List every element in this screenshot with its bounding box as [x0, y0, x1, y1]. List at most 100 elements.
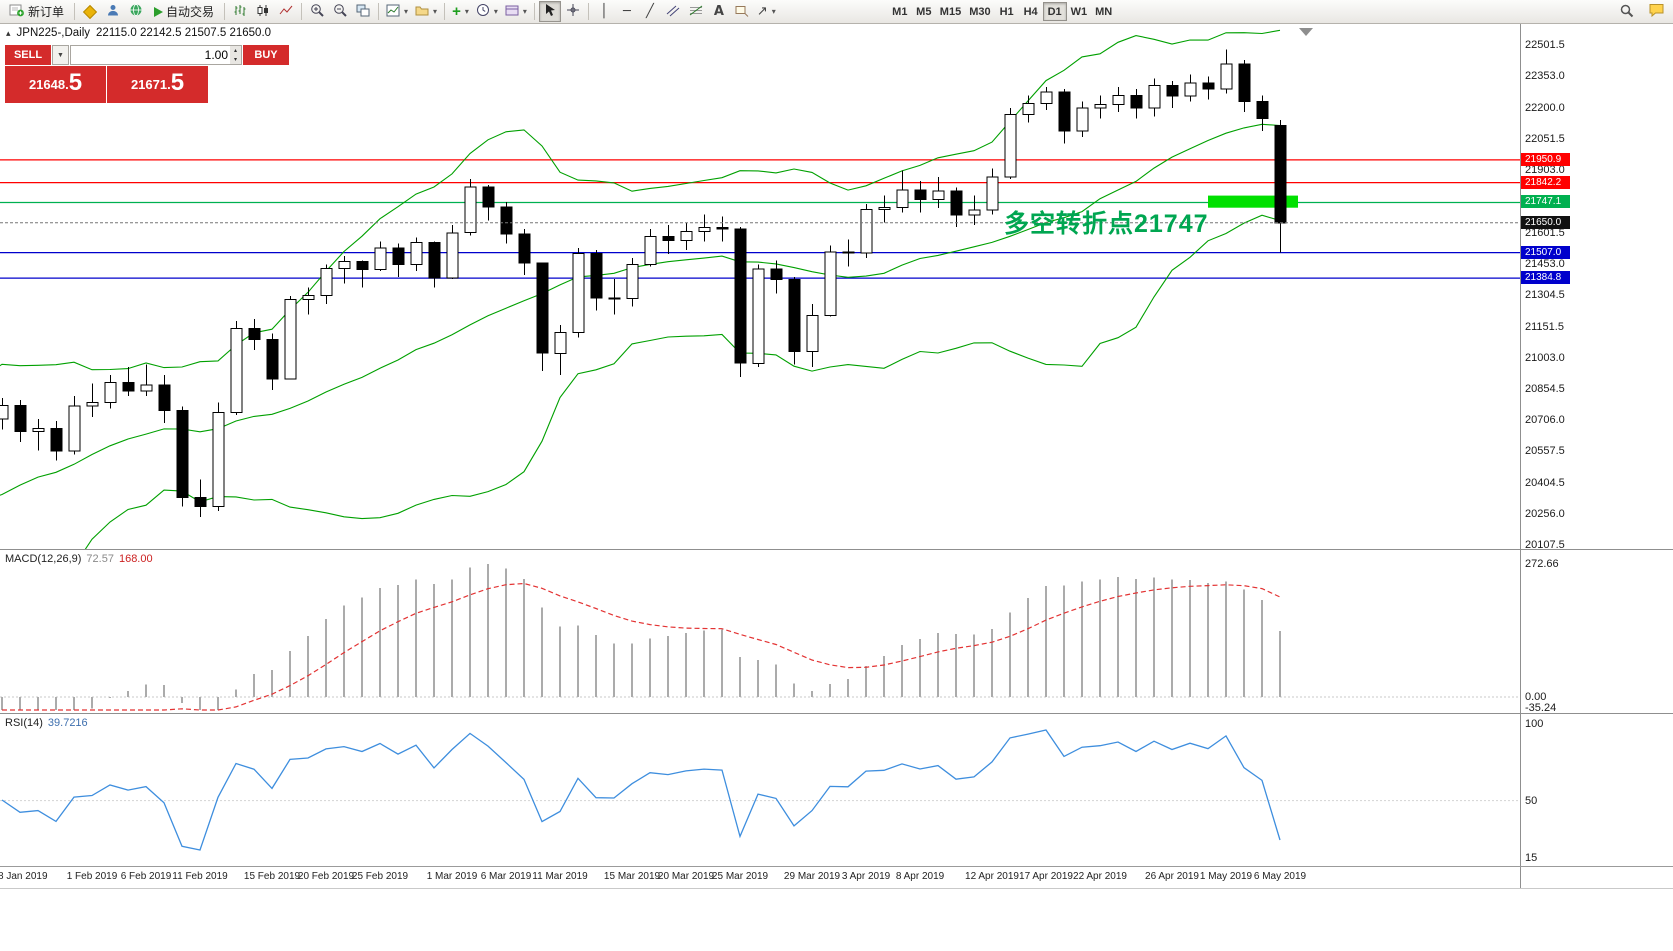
toolbar-separator [587, 3, 589, 20]
sell-price-tile[interactable]: 21648. 5 [5, 66, 106, 103]
indicators-button[interactable]: + ▾ [449, 1, 472, 22]
one-click-price-row: 21648. 5 21671. 5 [5, 66, 208, 103]
sell-button[interactable]: SELL [5, 45, 51, 65]
lot-increase-button[interactable]: ▴ [230, 46, 241, 55]
level-lines [0, 159, 1520, 279]
date-label: 15 Mar 2019 [603, 871, 661, 882]
candle-body [392, 247, 405, 266]
price-axis-label: 20256.0 [1525, 507, 1565, 520]
timeframe-m30[interactable]: M30 [965, 2, 994, 21]
timeframe-h4[interactable]: H4 [1019, 2, 1043, 21]
arrow-icon: ↗ [756, 4, 768, 19]
text-icon: A [713, 4, 724, 19]
price-level-badge: 21384.8 [1521, 271, 1570, 285]
vertical-line-button[interactable]: │ [593, 1, 615, 22]
timeframe-m5[interactable]: M5 [912, 2, 936, 21]
candle-body [1130, 95, 1143, 109]
templates-button[interactable]: ▾ [502, 1, 530, 22]
panel-separator[interactable] [0, 549, 1673, 550]
one-click-top-row: SELL ▼ ▴ ▾ BUY [5, 45, 289, 65]
candle-body [1112, 95, 1125, 105]
candle-body [122, 382, 135, 392]
buy-price-tile[interactable]: 21671. 5 [107, 66, 208, 103]
user-profile-button[interactable] [102, 1, 124, 22]
panel-separator[interactable] [0, 713, 1673, 714]
one-click-toggle-icon[interactable]: ▴ [6, 27, 11, 38]
chart-shift-marker[interactable] [1299, 28, 1313, 36]
mql5-community-button[interactable] [79, 1, 101, 22]
candle-body [806, 315, 819, 353]
crosshair-button[interactable] [562, 1, 584, 22]
zoom-in-button[interactable] [306, 1, 328, 22]
bar-chart-button[interactable] [229, 1, 251, 22]
date-label: 6 May 2019 [1253, 871, 1307, 882]
date-label: 25 Mar 2019 [711, 871, 769, 882]
price-axis-label: 21304.5 [1525, 288, 1565, 301]
text-label-button[interactable] [731, 1, 753, 22]
tile-windows-button[interactable] [352, 1, 374, 22]
date-label: 17 Apr 2019 [1019, 871, 1073, 882]
timeframe-mn[interactable]: MN [1091, 2, 1116, 21]
toolbar: 新订单 自动交易 ▾ ▾ + ▾ ▾ ▾ │ ─ ╱ A [0, 0, 1673, 24]
sell-price: 21648. 5 [28, 69, 83, 96]
candle-body [464, 186, 477, 234]
channel-button[interactable] [662, 1, 684, 22]
lot-decrease-button[interactable]: ▾ [230, 55, 241, 64]
timeframe-m1[interactable]: M1 [888, 2, 912, 21]
buy-button[interactable]: BUY [243, 45, 289, 65]
periods-button[interactable]: ▾ [473, 1, 501, 22]
macd-scale-label: -35.24 [1525, 702, 1557, 714]
vertical-line-icon: │ [599, 4, 608, 19]
new-order-button[interactable]: 新订单 [3, 1, 70, 22]
macd-scale-label: 272.66 [1525, 558, 1559, 570]
candle-body [608, 297, 621, 300]
date-label: 29 Mar 2019 [783, 871, 841, 882]
candle-body [482, 186, 495, 208]
autotrading-button[interactable]: 自动交易 [148, 1, 220, 22]
date-label: 1 Mar 2019 [426, 871, 478, 882]
lot-size-input[interactable] [71, 46, 230, 64]
chat-button[interactable] [1646, 1, 1668, 22]
bollinger-middle-band [0, 123, 1281, 496]
channel-icon [666, 4, 680, 20]
rsi-scale-label: 15 [1525, 852, 1538, 864]
lot-dropdown-button[interactable]: ▼ [52, 45, 69, 65]
search-button[interactable] [1615, 1, 1637, 22]
candle-body [1166, 85, 1179, 97]
candle-body [104, 382, 117, 404]
bar-chart-icon [233, 4, 247, 20]
line-chart-button[interactable] [275, 1, 297, 22]
arrows-button[interactable]: ↗ ▾ [754, 1, 779, 22]
date-label: 8 Apr 2019 [895, 871, 945, 882]
cursor-button[interactable] [538, 1, 561, 22]
timeframe-w1[interactable]: W1 [1067, 2, 1092, 21]
new-chart-button[interactable]: ▾ [383, 1, 411, 22]
horizontal-line-button[interactable]: ─ [616, 1, 638, 22]
community-button[interactable] [125, 1, 147, 22]
trendline-icon: ╱ [645, 4, 654, 19]
price-axis-label: 20706.0 [1525, 413, 1565, 426]
trendline-button[interactable]: ╱ [639, 1, 661, 22]
fibonacci-button[interactable] [685, 1, 707, 22]
chart-profiles-button[interactable]: ▾ [412, 1, 440, 22]
chevron-down-icon: ▾ [404, 7, 409, 16]
price-level-badge: 21842.2 [1521, 175, 1570, 189]
candle-body [950, 190, 963, 216]
price-axis[interactable]: 22501.5 22353.0 22200.0 22051.5 21903.0 21601… [1520, 24, 1673, 888]
autotrading-label: 自动交易 [166, 5, 215, 19]
chevron-down-icon: ▾ [771, 7, 776, 16]
timeframe-m15[interactable]: M15 [936, 2, 965, 21]
price-axis-label: 22200.0 [1525, 101, 1565, 114]
timeframe-d1[interactable]: D1 [1042, 2, 1067, 21]
candle-body [698, 227, 711, 232]
rsi-panel[interactable] [0, 714, 1520, 866]
macd-panel[interactable] [0, 550, 1520, 713]
text-button[interactable]: A [708, 1, 730, 22]
date-label: 12 Apr 2019 [965, 871, 1019, 882]
main-chart[interactable] [0, 24, 1520, 549]
date-label: 3 Apr 2019 [841, 871, 891, 882]
candlestick-chart-button[interactable] [252, 1, 274, 22]
timeframe-h1[interactable]: H1 [995, 2, 1019, 21]
zoom-out-button[interactable] [329, 1, 351, 22]
